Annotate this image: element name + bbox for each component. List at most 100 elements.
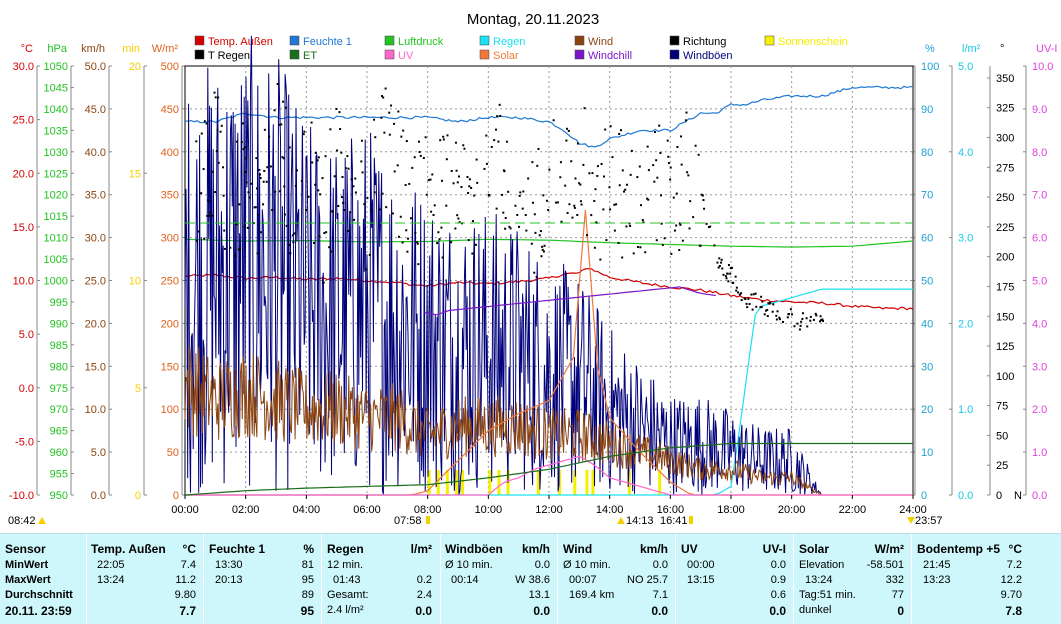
- direction-point: [350, 178, 353, 181]
- direction-point: [390, 104, 393, 107]
- direction-point: [195, 140, 198, 143]
- direction-point: [416, 242, 419, 245]
- direction-point: [552, 119, 555, 122]
- axis-unit: %: [925, 43, 935, 55]
- direction-point: [660, 194, 663, 197]
- direction-point: [255, 157, 258, 160]
- axis-tick-label: 1010: [44, 233, 68, 245]
- direction-point: [432, 214, 435, 217]
- legend-label: Solar: [493, 50, 519, 62]
- legend-swatch: [574, 35, 585, 46]
- direction-point: [534, 231, 537, 234]
- direction-point: [578, 182, 581, 185]
- direction-point: [468, 185, 471, 188]
- solar-r3a: Tag:51 min.: [799, 589, 856, 601]
- axis-tick-label: 50: [921, 276, 933, 288]
- direction-point: [262, 180, 265, 183]
- direction-point: [430, 210, 433, 213]
- axis-tick-label: -5.0: [15, 436, 34, 448]
- direction-point: [675, 192, 678, 195]
- direction-point: [368, 253, 371, 256]
- direction-point: [726, 272, 729, 275]
- uv-header: UV: [681, 542, 698, 556]
- direction-point: [310, 121, 313, 124]
- axis-tick-label: 0: [996, 490, 1002, 502]
- direction-point: [382, 96, 385, 99]
- direction-point: [594, 188, 597, 191]
- x-tick-label: 14:00: [596, 504, 624, 516]
- legend-label: Windchill: [588, 50, 632, 62]
- direction-point: [445, 158, 448, 161]
- axis-tick-label: 500: [161, 61, 179, 73]
- direction-point: [370, 209, 373, 212]
- direction-point: [490, 145, 493, 148]
- legend-swatch: [479, 35, 490, 46]
- direction-point: [516, 213, 519, 216]
- axis-tick-label: 250: [996, 192, 1014, 204]
- marker-start: 08:42: [8, 515, 36, 527]
- direction-point: [705, 222, 708, 225]
- direction-point: [801, 317, 804, 320]
- rain-header: Regen: [327, 542, 364, 556]
- axis-tick-label: 15: [129, 168, 141, 180]
- direction-point: [321, 177, 324, 180]
- direction-point: [766, 308, 769, 311]
- direction-point: [222, 194, 225, 197]
- direction-point: [291, 234, 294, 237]
- axis-tick-label: 70: [921, 190, 933, 202]
- direction-point: [800, 320, 803, 323]
- direction-point: [238, 247, 241, 250]
- chart-legend: Temp. Außen Feuchte 1 Luftdruck Regen Wind Ri…: [194, 35, 848, 62]
- direction-point: [679, 223, 682, 226]
- direction-point: [727, 263, 730, 266]
- axis-tick-label: 9.0: [1032, 104, 1047, 116]
- legend-label: Sonnenschein: [778, 36, 848, 48]
- direction-point: [737, 291, 740, 294]
- legend-swatch: [764, 35, 775, 46]
- direction-point: [678, 248, 681, 251]
- direction-point: [200, 192, 203, 195]
- direction-point: [522, 190, 525, 193]
- stats-rain: Regen l/m² 12 min. 01:43 0.2 Gesamt: 2.4…: [327, 534, 435, 624]
- temp-max: 11.2: [175, 574, 196, 586]
- legend-swatch: [574, 49, 585, 60]
- solar-r2b: 332: [885, 574, 904, 586]
- marker-start-icon: [38, 517, 46, 524]
- direction-point: [314, 152, 317, 154]
- direction-point: [613, 229, 616, 232]
- direction-point: [276, 83, 279, 86]
- gust-r3b: 13.1: [528, 589, 550, 601]
- axis-tick-label: 350: [161, 190, 179, 202]
- direction-point: [416, 241, 419, 244]
- marker-sunrise: 07:58: [394, 515, 422, 527]
- wind-r2a: 00:07: [569, 574, 597, 586]
- direction-point: [445, 204, 448, 207]
- direction-point: [220, 124, 223, 127]
- axis-tick-label: 100: [921, 61, 939, 73]
- direction-point: [454, 227, 457, 230]
- axis-tick-label: 450: [161, 104, 179, 116]
- direction-point: [476, 181, 479, 184]
- axis-tick-label: 350: [996, 73, 1014, 85]
- axis-tick-label: 0.0: [1032, 490, 1047, 502]
- direction-point: [296, 169, 299, 172]
- hum-min: 81: [301, 559, 314, 571]
- direction-point: [273, 109, 276, 112]
- direction-point: [543, 244, 546, 247]
- temp-min: 7.4: [180, 559, 196, 571]
- direction-point: [591, 172, 594, 175]
- direction-point: [675, 224, 678, 227]
- direction-point: [240, 141, 243, 144]
- noon-icon: [617, 517, 625, 524]
- axis-tick-label: 1005: [44, 254, 68, 266]
- direction-point: [418, 151, 421, 154]
- direction-point: [467, 192, 470, 195]
- direction-point: [815, 314, 818, 317]
- direction-point: [646, 145, 649, 148]
- axis-tick-label: 10.0: [13, 276, 34, 288]
- direction-point: [535, 276, 538, 279]
- direction-point: [821, 318, 824, 321]
- direction-point: [289, 252, 292, 255]
- direction-point: [667, 155, 670, 158]
- soil-unit: °C: [1008, 542, 1022, 556]
